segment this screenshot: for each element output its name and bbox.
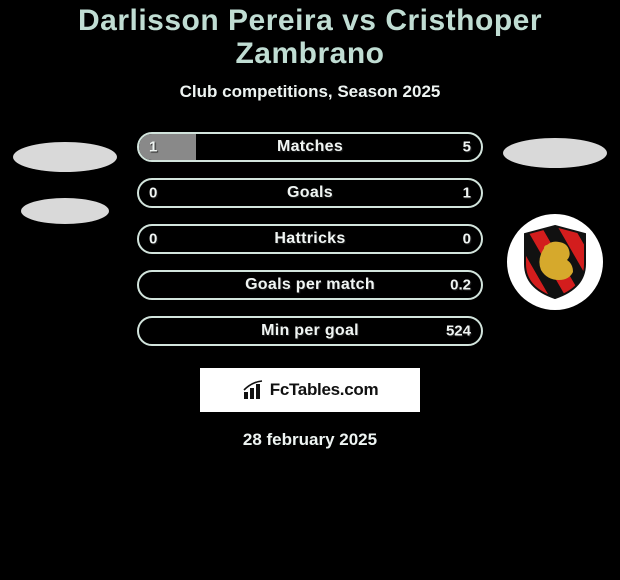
stat-value-right: 5 [463, 139, 471, 156]
stat-label: Min per goal [139, 322, 481, 340]
stat-label: Hattricks [139, 230, 481, 248]
stat-label: Goals [139, 184, 481, 202]
shield-icon [521, 224, 589, 300]
attribution-text: FcTables.com [270, 380, 379, 400]
season-subtitle: Club competitions, Season 2025 [0, 82, 620, 102]
stat-bar: Matches15 [137, 132, 483, 162]
player-left-column [11, 126, 119, 224]
stats-column: Matches15Goals01Hattricks00Goals per mat… [137, 126, 483, 346]
stat-bar: Goals per match0.2 [137, 270, 483, 300]
player-left-club-placeholder [21, 198, 109, 224]
player-right-column [501, 126, 609, 310]
bar-chart-icon [242, 379, 266, 401]
page-title: Darlisson Pereira vs Cristhoper Zambrano [0, 4, 620, 70]
stat-bar: Min per goal524 [137, 316, 483, 346]
stat-value-right: 524 [446, 323, 471, 340]
player-right-avatar-placeholder [503, 138, 607, 168]
stat-value-right: 1 [463, 185, 471, 202]
comparison-card: Darlisson Pereira vs Cristhoper Zambrano… [0, 0, 620, 580]
stat-bar: Goals0 1 [137, 178, 483, 208]
comparison-body: Matches15Goals01Hattricks00Goals per mat… [0, 126, 620, 346]
player-right-club-badge [507, 214, 603, 310]
stat-value-right: 0.2 [450, 277, 471, 294]
stat-value-right: 0 [463, 231, 471, 248]
stat-label: Goals per match [139, 276, 481, 294]
snapshot-date: 28 february 2025 [0, 430, 620, 450]
attribution-box: FcTables.com [200, 368, 420, 412]
player-left-avatar-placeholder [13, 142, 117, 172]
stat-value-left: 0 [149, 231, 157, 248]
stat-bar-left-fill [139, 134, 196, 160]
stat-value-left: 0 [149, 185, 157, 202]
stat-bar: Hattricks0 0 [137, 224, 483, 254]
